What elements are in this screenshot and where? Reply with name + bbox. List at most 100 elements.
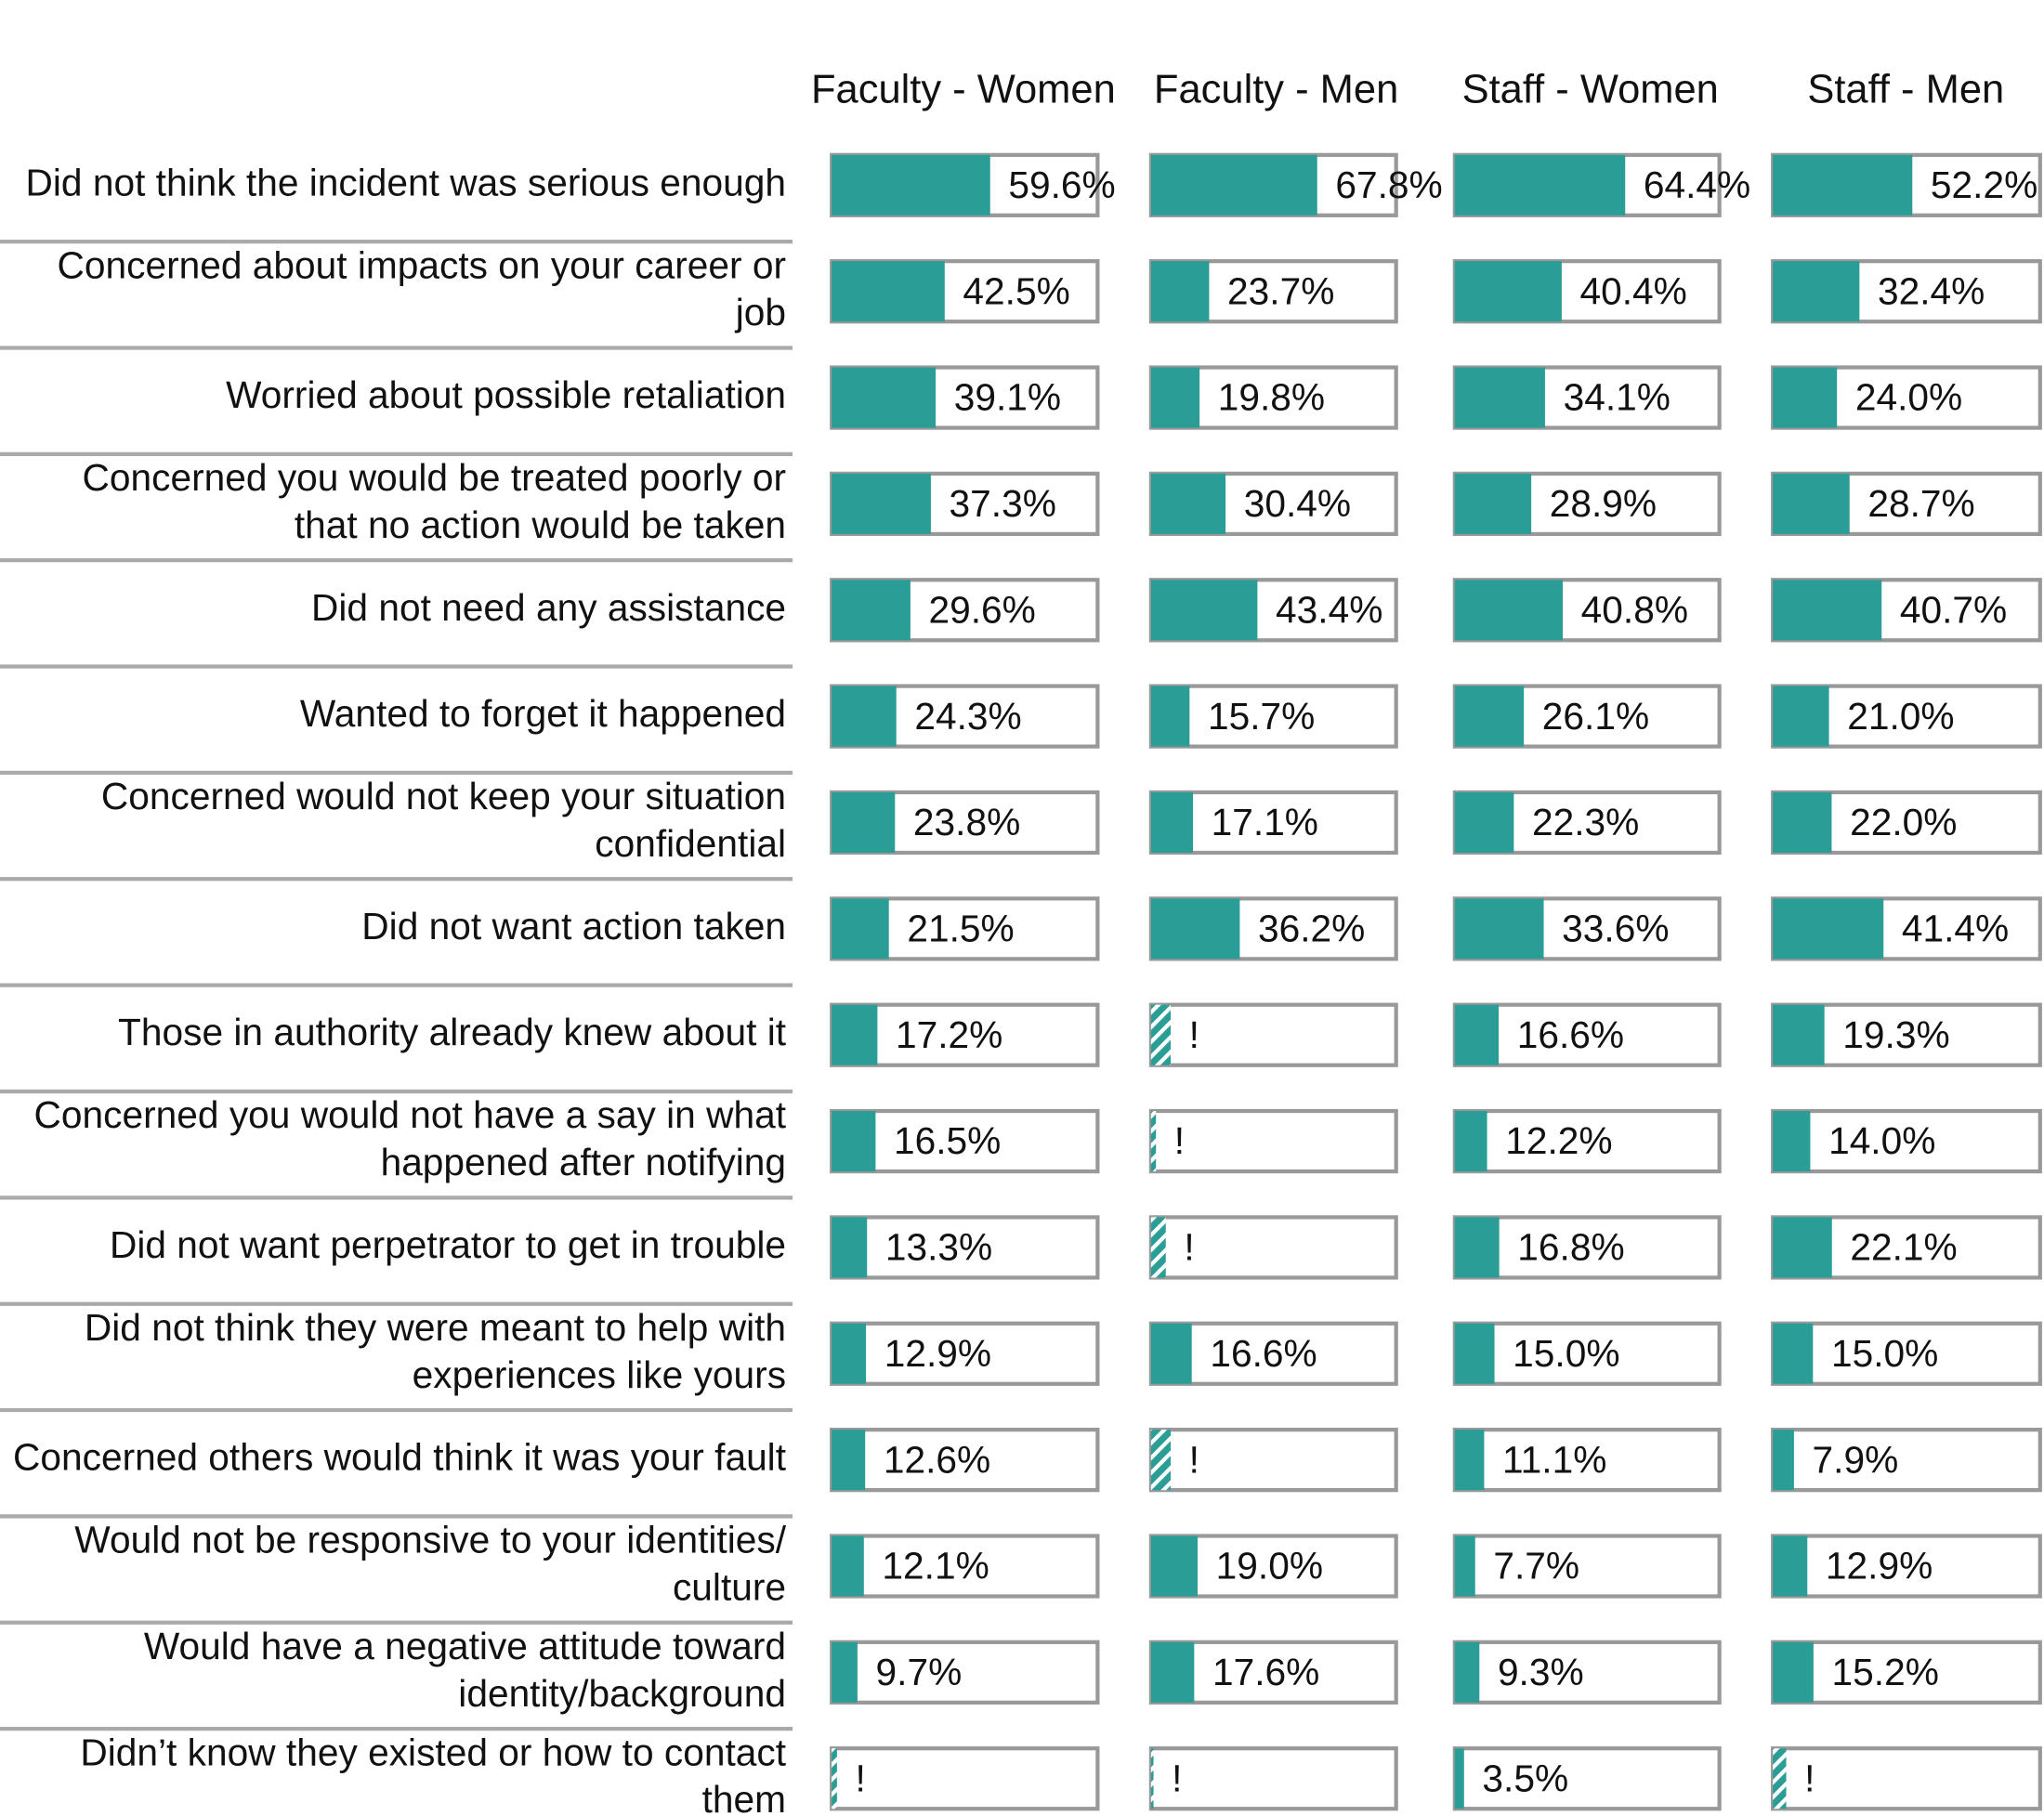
bar-frame (1452, 1002, 1722, 1067)
category-label: Didn’t know they existed or how to conta… (80, 1731, 786, 1816)
value-label: 11.1% (1502, 1438, 1606, 1481)
bar-frame (1771, 1428, 2042, 1493)
bar (1454, 1111, 1487, 1172)
value-label: 24.0% (1855, 376, 1962, 419)
category-label: Wanted to forget it happened (300, 692, 786, 735)
bar (1150, 261, 1210, 322)
value-label: ! (856, 1757, 866, 1799)
bar-frame (830, 1321, 1100, 1386)
bar-frame (1452, 1534, 1722, 1599)
bar (1150, 580, 1258, 641)
category-label: Concerned about impacts on your career o… (57, 243, 786, 333)
column-header: Staff - Men (1807, 66, 2004, 111)
bar (1150, 686, 1190, 747)
category-label: Concerned would not keep your situation c… (101, 775, 786, 865)
bar (1773, 367, 1838, 428)
category-label: Did not want perpetrator to get in troub… (110, 1223, 786, 1266)
bar (1150, 1323, 1192, 1384)
category-label: Concerned others would think it was your… (13, 1435, 787, 1478)
bar (1773, 791, 1832, 853)
bar (1150, 898, 1240, 960)
bar (1773, 1641, 1814, 1703)
column-header: Faculty - Men (1154, 66, 1398, 111)
value-label: 16.6% (1517, 1013, 1624, 1056)
bar (1773, 154, 1913, 216)
bar (1454, 1535, 1475, 1597)
value-label: 26.1% (1542, 695, 1649, 738)
value-label: 15.0% (1513, 1332, 1619, 1375)
value-label: 23.7% (1227, 269, 1334, 312)
value-label: 14.0% (1828, 1119, 1935, 1162)
bar (832, 1641, 858, 1703)
bar (1454, 580, 1564, 641)
value-label: 67.8% (1335, 163, 1442, 206)
bar (1150, 473, 1226, 534)
bar-frame (830, 1108, 1100, 1174)
bar (832, 1748, 837, 1809)
value-label: 17.6% (1212, 1651, 1319, 1693)
category-label: Did not want action taken (361, 905, 786, 947)
bar (832, 1323, 867, 1384)
value-label: 19.3% (1842, 1013, 1949, 1056)
bar (1454, 1430, 1485, 1491)
value-label: 37.3% (950, 482, 1056, 525)
value-label: 19.0% (1216, 1545, 1323, 1587)
bar (1150, 1641, 1195, 1703)
value-label: 21.0% (1847, 695, 1954, 738)
bar-frame (1771, 1321, 2042, 1386)
bar-frame (830, 1534, 1100, 1599)
value-label: ! (1172, 1757, 1182, 1799)
bar (832, 1430, 866, 1491)
bar (1150, 154, 1317, 216)
bar (832, 686, 897, 747)
value-label: 39.1% (954, 376, 1061, 419)
value-label: 42.5% (963, 269, 1069, 312)
value-label: 15.7% (1208, 695, 1315, 738)
bar (832, 1217, 868, 1278)
category-label: Concerned you would not have a say in wh… (34, 1093, 787, 1183)
bar (1150, 1217, 1166, 1278)
bar (1454, 1748, 1464, 1809)
value-label: 12.1% (882, 1545, 989, 1587)
value-label: 9.3% (1498, 1651, 1584, 1693)
bar-frame (1452, 1428, 1722, 1493)
bar (832, 1004, 878, 1065)
value-label: 22.3% (1532, 801, 1639, 843)
value-label: 17.1% (1212, 801, 1318, 843)
bar (1773, 473, 1850, 534)
bar (1150, 1748, 1154, 1809)
value-label: 16.6% (1210, 1332, 1317, 1375)
bar-frame (1452, 1640, 1722, 1705)
bar (1454, 367, 1545, 428)
value-label: 33.6% (1562, 907, 1669, 949)
value-label: ! (1189, 1438, 1199, 1481)
bar (1454, 791, 1514, 853)
bar (832, 580, 911, 641)
bar-frame (830, 1640, 1100, 1705)
value-label: 17.2% (896, 1013, 1002, 1056)
value-label: 23.8% (913, 801, 1020, 843)
category-label: Did not think the incident was serious e… (26, 161, 787, 203)
bar (832, 367, 937, 428)
bar (1773, 1217, 1832, 1278)
bar (832, 1111, 876, 1172)
column-header: Staff - Women (1462, 66, 1719, 111)
bar-frame (1148, 1746, 1398, 1811)
value-label: 12.9% (884, 1332, 991, 1375)
value-label: 28.9% (1550, 482, 1657, 525)
bar (1454, 898, 1544, 960)
value-label: 13.3% (885, 1225, 992, 1268)
value-label: 40.8% (1581, 588, 1688, 631)
value-label: 15.0% (1831, 1332, 1938, 1375)
category-label: Did not need any assistance (311, 585, 786, 628)
value-label: 7.9% (1813, 1438, 1899, 1481)
bar (1150, 791, 1194, 853)
bar (1773, 1111, 1811, 1172)
bar-frame (1452, 1746, 1722, 1811)
bar-frame (1148, 1108, 1398, 1174)
value-label: 59.6% (1008, 163, 1115, 206)
category-label: Would have a negative attitude toward ide… (144, 1625, 786, 1715)
bar (832, 473, 931, 534)
bar (1150, 1111, 1157, 1172)
bar (1454, 1004, 1500, 1065)
